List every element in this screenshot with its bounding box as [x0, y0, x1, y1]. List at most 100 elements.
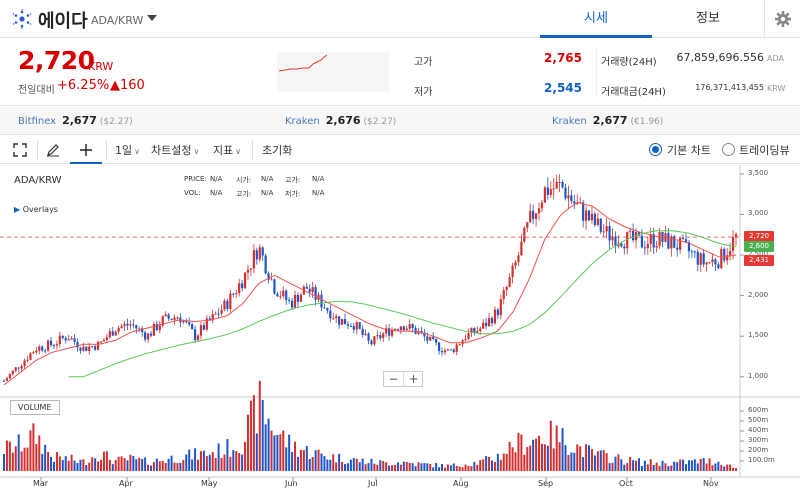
info-label: 저가: [285, 190, 301, 198]
volume-bar [455, 465, 458, 471]
reset-button[interactable]: 초기화 [262, 144, 293, 157]
candle-body [458, 344, 461, 346]
tab-quote[interactable]: 시세 [540, 0, 652, 38]
exchange-item[interactable]: Bitfinex 2,677 ($2.27) [18, 114, 133, 127]
candle-body [144, 332, 147, 340]
caret-down-icon[interactable] [146, 12, 158, 24]
candle-body [593, 213, 596, 226]
volume-bar [614, 456, 617, 471]
indicators-button[interactable]: 지표 ∨ [213, 142, 241, 158]
settings-button[interactable] [764, 0, 800, 38]
interval-select[interactable]: 1일 ∨ [115, 142, 140, 158]
overlays-toggle[interactable]: ▶ Overlays [14, 205, 58, 214]
candle-body [276, 293, 279, 297]
price-badge: 2,720 [744, 231, 774, 243]
candle-body [573, 201, 576, 204]
volume-bar [279, 434, 282, 471]
candlestick-chart[interactable] [0, 165, 800, 495]
volume-bar [199, 451, 202, 471]
candle-body [355, 322, 358, 330]
volume-bar [129, 454, 132, 471]
zoom-out-button[interactable]: − [384, 372, 404, 386]
volume-bar [117, 456, 120, 471]
volume-bar [396, 462, 399, 471]
candle-body [499, 299, 502, 316]
volume-bar [341, 462, 344, 471]
basic-chart-label[interactable]: 기본 차트 [667, 144, 711, 157]
exchange-item[interactable]: Kraken 2,676 ($2.27) [285, 114, 396, 127]
candle-body [29, 353, 32, 360]
candle-body [411, 324, 414, 328]
candle-body [705, 262, 708, 265]
volume-bar [717, 461, 720, 471]
crosshair-icon [80, 144, 92, 156]
price-chart[interactable]: ADA/KRW ▶ Overlays PRICE: N/A 시가: N/A 고가… [0, 165, 800, 495]
info-value: N/A [210, 175, 223, 183]
volume-bar [579, 446, 582, 471]
candle-body [229, 293, 232, 310]
candle-body [96, 341, 100, 350]
volume-bar [108, 459, 111, 471]
volume-bar [138, 457, 141, 471]
candle-body [67, 339, 70, 341]
volume-bar [244, 441, 247, 471]
low-value: 2,545 [544, 81, 582, 95]
candle-body [611, 236, 614, 241]
volume-bar [152, 462, 155, 471]
volume-bar [226, 439, 229, 471]
candle-body [493, 309, 497, 324]
chart-symbol: ADA/KRW [14, 175, 62, 186]
basic-chart-radio[interactable] [649, 143, 662, 156]
volume-bar [355, 458, 358, 471]
candle-body [734, 234, 738, 238]
candle-body [470, 327, 473, 333]
volume-bar [702, 458, 705, 471]
volume-label: 거래량(24H) [601, 57, 657, 68]
volume-bar [11, 452, 14, 471]
crosshair-button[interactable] [70, 136, 102, 164]
exchange-name: Kraken [552, 116, 587, 127]
candle-body [20, 366, 23, 369]
zoom-control: − + [383, 371, 423, 387]
volume-bar [64, 456, 67, 471]
tradingview-radio[interactable] [722, 143, 735, 156]
tab-info[interactable]: 정보 [696, 11, 720, 26]
volume-bar [699, 458, 702, 471]
chart-settings-button[interactable]: 차트설정 ∨ [151, 142, 199, 158]
candle-body [717, 264, 720, 269]
candle-body [605, 226, 608, 232]
exchange-item[interactable]: Kraken 2,677 (€1.96) [552, 114, 663, 127]
tradingview-label[interactable]: 트레이딩뷰 [739, 144, 790, 157]
volume-bar [338, 453, 341, 471]
volume-bar [405, 461, 408, 471]
candle-body [426, 336, 429, 341]
amount-unit: KRW [767, 84, 786, 93]
volume-bar [735, 468, 737, 471]
candle-body [629, 230, 632, 232]
price-badge: 2,600 [744, 240, 774, 252]
candle-body [102, 339, 106, 342]
volume-bar [202, 450, 205, 471]
candle-body [561, 181, 564, 188]
volume-bar [285, 447, 288, 471]
candle-body [352, 326, 355, 330]
chevron-down-icon: ∨ [193, 147, 200, 156]
fullscreen-icon[interactable] [13, 143, 27, 157]
candle-body [435, 339, 438, 343]
pencil-icon[interactable] [46, 143, 60, 157]
volume-bar [679, 459, 682, 471]
volume-bar [493, 461, 496, 471]
volume-bar [267, 418, 270, 471]
volume-bar [705, 463, 708, 471]
volume-bar [488, 456, 491, 471]
candle-body [599, 218, 602, 232]
candle-body [582, 202, 585, 221]
info-label: PRICE: [184, 175, 207, 183]
info-label: 시가: [236, 176, 252, 184]
candle-body [543, 187, 547, 203]
volume-bar [637, 458, 640, 471]
candle-body [690, 251, 694, 253]
candle-body [199, 325, 203, 336]
candle-body [349, 325, 352, 327]
zoom-in-button[interactable]: + [408, 372, 419, 386]
